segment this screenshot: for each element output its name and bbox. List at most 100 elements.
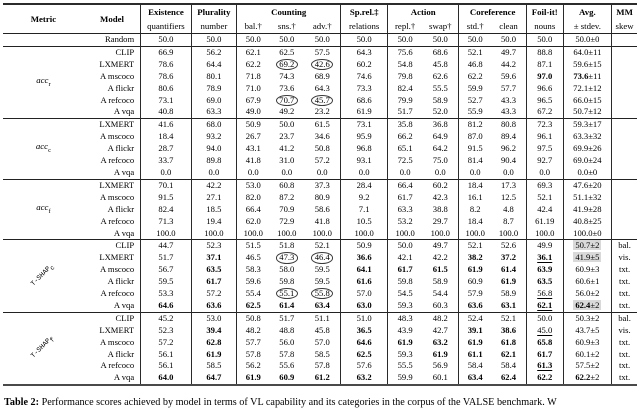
value-cell: 58.0 xyxy=(279,264,295,275)
value-cell: 42.2 xyxy=(432,252,448,263)
value-cell: 69.0 xyxy=(190,94,237,107)
avg-cell: 51.1±32 xyxy=(562,191,612,204)
value-cell: 53.0 xyxy=(236,178,270,192)
value-cell: 53.0 xyxy=(190,311,237,325)
table-row: A refcoco 56.1 58.5 56.2 55.6 57.8 57.6 55.5 56.… xyxy=(3,360,637,373)
value-cell: 80.1 xyxy=(190,70,237,83)
value-cell: 60.1 xyxy=(432,372,448,383)
value-cell: 88.8 xyxy=(525,45,564,59)
column-header: Counting xyxy=(236,4,341,19)
value-cell: 50.0 xyxy=(432,34,448,44)
column-header: Avg. xyxy=(562,4,612,19)
value-cell: 0.0 xyxy=(458,166,492,180)
value-cell: 70.7 xyxy=(269,94,304,107)
value-cell: 55.5 xyxy=(432,82,448,93)
avg-cell: 72.1±12 xyxy=(562,82,612,95)
column-subheader: sns.† xyxy=(269,19,305,34)
avg-cell: 0.0±0 xyxy=(562,166,612,180)
value-cell: 23.7 xyxy=(279,131,295,142)
value-cell: 59.3 xyxy=(387,299,423,313)
value-cell: 55.5 xyxy=(387,360,423,373)
value-cell: 50.0 xyxy=(387,33,423,47)
value-cell: 78.6 xyxy=(140,58,192,71)
value-cell: 61.9 xyxy=(340,106,388,119)
value-cell: 54.4 xyxy=(432,288,448,299)
value-cell: 63.4 xyxy=(314,299,330,310)
value-cell: 62.5 xyxy=(236,299,270,313)
value-cell: 62.8 xyxy=(190,336,237,349)
circled-value: 46.4 xyxy=(311,252,334,264)
circled-value: 55.8 xyxy=(311,288,334,300)
column-header: Plurality xyxy=(190,4,237,19)
value-cell: 70.1 xyxy=(140,178,192,192)
circled-value: 55.1 xyxy=(275,288,298,300)
avg-cell: 100.0±0 xyxy=(562,227,612,240)
skew-cell xyxy=(611,178,637,192)
value-cell: 59.8 xyxy=(387,276,423,289)
avg-cell: 40.8±25 xyxy=(562,215,612,228)
value-cell: 50.0 xyxy=(458,33,492,47)
value-cell: 60.9 xyxy=(458,276,492,289)
value-cell: 97.5 xyxy=(525,143,564,156)
value-cell: 58.4 xyxy=(500,360,517,371)
value-cell: 52.0 xyxy=(432,106,448,117)
value-cell: 35.8 xyxy=(387,118,423,132)
value-cell: 59.3 xyxy=(387,348,423,361)
circled-value: 70.7 xyxy=(275,94,298,106)
value-cell: 73.1 xyxy=(340,118,388,132)
value-cell: 41.2 xyxy=(279,143,295,154)
value-cell: 61.4 xyxy=(279,299,295,310)
table-row: A vqa 100.0 100.0 100.0 100.0 100.0 100.0 100.0… xyxy=(3,227,637,240)
value-cell: 72.5 xyxy=(387,155,423,167)
value-cell: 57.9 xyxy=(458,288,492,300)
value-cell: 46.4 xyxy=(304,252,341,264)
value-cell: 59.9 xyxy=(458,82,492,95)
model-cell: A refcoco xyxy=(100,155,135,166)
value-cell: 66.4 xyxy=(236,203,270,216)
value-cell: 61.9 xyxy=(190,348,237,361)
circled-value: 45.7 xyxy=(311,94,334,106)
value-cell: 41.8 xyxy=(314,215,330,226)
value-cell: 55.1 xyxy=(269,288,304,300)
table-row: LXMERT 78.6 64.4 62.2 69.2 42.6 60.2 54.8 45.8 46… xyxy=(3,58,637,71)
value-cell: 63.5 xyxy=(525,276,564,289)
value-cell: 64.6 xyxy=(140,299,192,313)
value-cell: 66.9 xyxy=(140,45,192,59)
value-cell: 57.5 xyxy=(304,45,341,59)
value-cell: 42.6 xyxy=(304,58,341,71)
value-cell: 60.2 xyxy=(340,58,388,71)
value-cell: 58.9 xyxy=(432,94,448,105)
value-cell: 0.0 xyxy=(281,166,293,177)
value-cell: 48.2 xyxy=(422,311,459,325)
value-cell: 92.7 xyxy=(525,155,564,167)
value-cell: 62.1 xyxy=(236,45,270,59)
metric-group: Random 50.0 50.0 50.0 50.0 50.0 50.0 50.0 50.0 50… xyxy=(3,33,637,47)
value-cell: 73.1 xyxy=(140,94,192,107)
value-cell: 50.0 xyxy=(269,118,305,132)
column-subheader: nouns xyxy=(525,19,564,34)
value-cell: 0.0 xyxy=(434,166,446,177)
value-cell: 61.7 xyxy=(387,191,423,204)
value-cell: 72.9 xyxy=(279,215,295,226)
column-header: Foil-it! xyxy=(525,4,564,19)
value-cell: 42.4 xyxy=(525,203,564,216)
value-cell: 23.2 xyxy=(314,106,330,117)
value-cell: 38.2 xyxy=(458,252,492,265)
table-row: A refcoco 73.1 69.0 67.9 70.7 45.7 68.6 79.9 58.… xyxy=(3,94,637,107)
value-cell: 36.1 xyxy=(525,252,564,265)
value-cell: 67.9 xyxy=(236,94,270,107)
circled-value: 42.6 xyxy=(311,58,334,70)
value-cell: 68.9 xyxy=(314,70,330,81)
value-cell: 42.2 xyxy=(190,178,237,192)
value-cell: 64.0 xyxy=(140,372,192,386)
column-header: Coreference xyxy=(458,4,527,19)
value-cell: 57.0 xyxy=(340,288,388,300)
table-row: accr CLIP 66.9 56.2 62.1 62.5 57.5 64.3 75.6 68.6… xyxy=(3,45,637,119)
value-cell: 58.5 xyxy=(314,348,330,359)
value-cell: 100.0 xyxy=(430,227,450,238)
value-cell: 54.5 xyxy=(387,288,423,300)
value-cell: 52.1 xyxy=(304,239,341,253)
column-subheader: swap† xyxy=(422,19,459,34)
avg-cell: 62.2±2 xyxy=(562,372,612,386)
value-cell: 52.3 xyxy=(140,324,192,337)
